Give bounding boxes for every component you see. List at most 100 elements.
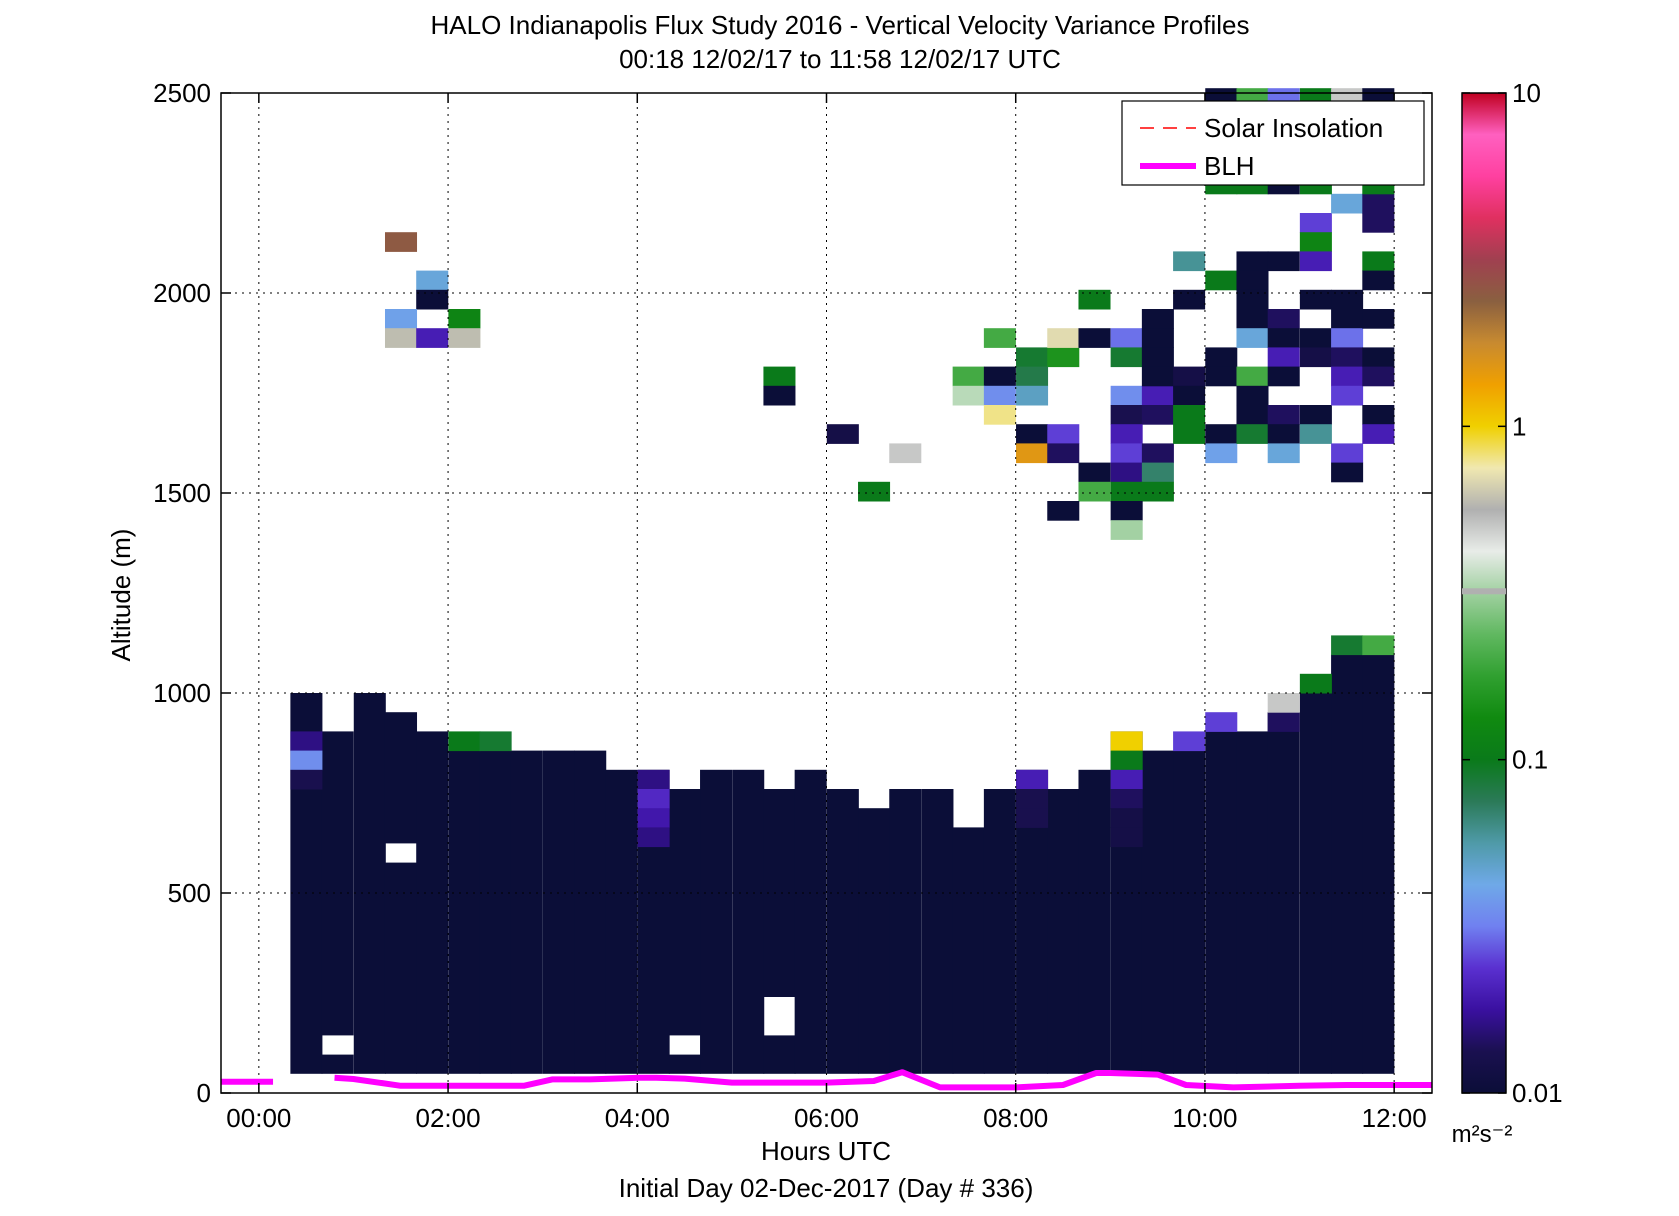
profile-column-segment <box>1141 750 1174 1074</box>
y-axis-ticks: 0 500 1000 1500 2000 2500 <box>153 78 1432 1108</box>
variance-cell <box>1016 789 1049 809</box>
variance-cell <box>1110 501 1143 521</box>
variance-cell <box>1141 309 1174 329</box>
variance-cell <box>637 808 670 828</box>
profile-column-segment <box>732 769 765 1074</box>
variance-cell <box>1047 443 1080 464</box>
plot-area: 00:00 02:00 04:00 06:00 08:00 10:00 12:00 0 500… <box>153 78 1433 1133</box>
variance-cell <box>1110 827 1143 848</box>
variance-cell <box>290 769 323 790</box>
variance-cell <box>1299 232 1332 252</box>
variance-cell <box>1110 750 1143 771</box>
variance-cell <box>1110 385 1143 406</box>
variance-cell <box>1173 251 1206 272</box>
variance-cell <box>1267 712 1300 732</box>
legend-solar-label: Solar Insolation <box>1204 113 1383 143</box>
variance-cell <box>1016 424 1049 444</box>
variance-cell <box>1362 309 1395 329</box>
x-tick-label: 10:00 <box>1172 1103 1237 1133</box>
variance-cell <box>1047 424 1080 444</box>
legend-box <box>1121 100 1425 186</box>
variance-cell <box>983 328 1016 348</box>
variance-cell <box>1362 270 1395 291</box>
x-axis-ticks: 00:00 02:00 04:00 06:00 08:00 10:00 12:00 <box>226 93 1427 1133</box>
x-tick-label: 04:00 <box>605 1103 670 1133</box>
variance-cell <box>1110 789 1143 809</box>
variance-cell <box>448 731 481 752</box>
variance-cell <box>416 289 449 310</box>
variance-cell <box>1236 270 1269 291</box>
variance-cell <box>1362 405 1395 425</box>
variance-cell <box>1267 309 1300 329</box>
blh-line <box>334 1069 1432 1091</box>
variance-cell <box>1267 443 1300 464</box>
variance-cell <box>1173 385 1206 406</box>
variance-cell <box>1267 251 1300 272</box>
profile-column-segment <box>542 750 576 1074</box>
variance-cell <box>1236 424 1269 444</box>
x-tick-label: 12:00 <box>1362 1103 1427 1133</box>
variance-cell <box>1016 347 1049 368</box>
variance-cell <box>763 366 796 387</box>
chart-subtitle: 00:18 12/02/17 to 11:58 12/02/17 UTC <box>619 44 1061 74</box>
variance-cell <box>1267 328 1300 348</box>
profile-column-segment <box>668 789 701 1036</box>
colorbar-ticks: 0.01 0.1 1 10 <box>1462 78 1563 1108</box>
variance-cell <box>1205 366 1238 387</box>
colorbar-tick-label: 0.1 <box>1512 745 1548 775</box>
y-tick-label: 1000 <box>153 678 211 708</box>
variance-cell <box>1110 328 1143 348</box>
variance-cell <box>1110 731 1143 752</box>
variance-cell <box>384 232 418 252</box>
variance-cell <box>290 731 323 752</box>
variance-cell <box>1078 481 1111 502</box>
variance-cell <box>1236 328 1269 348</box>
y-tick-label: 0 <box>197 1078 211 1108</box>
variance-cell <box>1141 405 1174 425</box>
variance-cell <box>1205 347 1238 368</box>
profile-column-segment <box>921 789 954 1074</box>
profile-column-segment <box>1047 789 1080 1074</box>
variance-cell <box>1110 424 1143 444</box>
y-axis-label: Altitude (m) <box>106 529 136 662</box>
x-tick-label: 02:00 <box>416 1103 481 1133</box>
variance-cell <box>1078 289 1111 310</box>
profile-column-segment <box>448 750 481 1074</box>
profile-column-segment <box>321 1054 354 1074</box>
profile-column-segment <box>1078 769 1111 1074</box>
variance-cell <box>384 309 418 329</box>
variance-cell <box>1236 385 1269 406</box>
variance-cell <box>1016 366 1049 387</box>
profile-column-segment <box>384 712 418 844</box>
legend-blh-label: BLH <box>1204 151 1255 181</box>
variance-cell <box>1110 481 1143 502</box>
variance-cell <box>1267 405 1300 425</box>
profile-column-segment <box>889 789 922 1074</box>
variance-cell <box>479 731 512 752</box>
variance-cell <box>1362 366 1395 387</box>
variance-cell <box>1141 347 1174 368</box>
variance-cell <box>1078 462 1111 483</box>
variance-cell <box>952 385 985 406</box>
profile-column-segment <box>479 750 512 1074</box>
variance-cell <box>1110 462 1143 483</box>
variance-cell <box>1331 443 1364 464</box>
blh-series <box>221 1069 1432 1091</box>
variance-cell <box>826 424 859 444</box>
variance-cell <box>1299 328 1332 348</box>
variance-cell <box>1110 443 1143 464</box>
footer-text: Initial Day 02-Dec-2017 (Day # 336) <box>619 1173 1034 1203</box>
variance-cell <box>1299 347 1332 368</box>
variance-cell <box>1299 251 1332 272</box>
variance-cell <box>1141 462 1174 483</box>
heatmap-cells <box>290 88 1395 1074</box>
variance-cell <box>1110 808 1143 828</box>
profile-column-segment <box>763 1035 796 1074</box>
variance-cell <box>1299 405 1332 425</box>
y-tick-label: 1500 <box>153 478 211 508</box>
profile-column-segment <box>605 769 638 1074</box>
profile-column-segment <box>1331 654 1364 1074</box>
variance-cell <box>1331 635 1364 656</box>
profile-column-segment <box>321 731 354 1036</box>
profile-column-segment <box>858 808 891 1074</box>
